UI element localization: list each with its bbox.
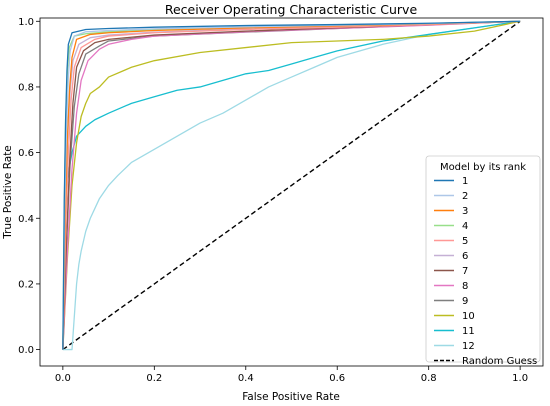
y-tick-label: 0.2 bbox=[18, 279, 34, 290]
y-axis-ticks: 0.0 0.2 0.4 0.6 0.8 1.0 bbox=[18, 17, 40, 356]
legend-label-10: 10 bbox=[462, 311, 475, 322]
legend-label-6: 6 bbox=[462, 251, 468, 262]
x-axis-label: False Positive Rate bbox=[242, 391, 340, 403]
series-line-8 bbox=[62, 20, 521, 350]
legend-label-7: 7 bbox=[462, 266, 468, 277]
legend-label-5: 5 bbox=[462, 236, 468, 247]
legend-label-3: 3 bbox=[462, 206, 468, 217]
legend-label-2: 2 bbox=[462, 191, 468, 202]
series-line-random-guess bbox=[62, 20, 521, 351]
x-tick-label: 0.4 bbox=[238, 373, 254, 384]
chart-title: Receiver Operating Characteristic Curve bbox=[165, 2, 418, 17]
series-line-5 bbox=[62, 20, 521, 350]
series-line-1 bbox=[62, 20, 521, 350]
y-axis-label: True Positive Rate bbox=[2, 145, 14, 240]
plot-curves bbox=[62, 20, 521, 351]
x-axis-ticks: 0.0 0.2 0.4 0.6 0.8 1.0 bbox=[55, 366, 528, 384]
x-tick-label: 0.6 bbox=[329, 373, 345, 384]
y-tick-label: 0.8 bbox=[18, 82, 34, 93]
y-tick-label: 1.0 bbox=[18, 17, 34, 28]
series-line-10 bbox=[62, 20, 521, 350]
legend: Model by its rank 123456789101112Random … bbox=[425, 155, 541, 367]
x-tick-label: 0.2 bbox=[146, 373, 162, 384]
legend-label-1: 1 bbox=[462, 176, 468, 187]
legend-label-4: 4 bbox=[462, 221, 468, 232]
legend-box bbox=[425, 155, 541, 363]
legend-label-8: 8 bbox=[462, 281, 468, 292]
legend-title: Model by its rank bbox=[440, 162, 526, 173]
plot-frame bbox=[39, 17, 544, 367]
legend-label-random-guess: Random Guess bbox=[462, 356, 537, 367]
legend-label-9: 9 bbox=[462, 296, 468, 307]
legend-label-12: 12 bbox=[462, 341, 475, 352]
y-tick-label: 0.6 bbox=[18, 148, 34, 159]
legend-label-11: 11 bbox=[462, 326, 475, 337]
series-line-7 bbox=[62, 20, 521, 350]
x-tick-label: 1.0 bbox=[512, 373, 528, 384]
series-line-12 bbox=[62, 20, 521, 351]
y-tick-label: 0.0 bbox=[18, 345, 34, 356]
x-tick-label: 0.0 bbox=[55, 373, 71, 384]
series-line-3 bbox=[62, 20, 521, 350]
x-tick-label: 0.8 bbox=[421, 373, 437, 384]
y-tick-label: 0.4 bbox=[18, 214, 34, 225]
